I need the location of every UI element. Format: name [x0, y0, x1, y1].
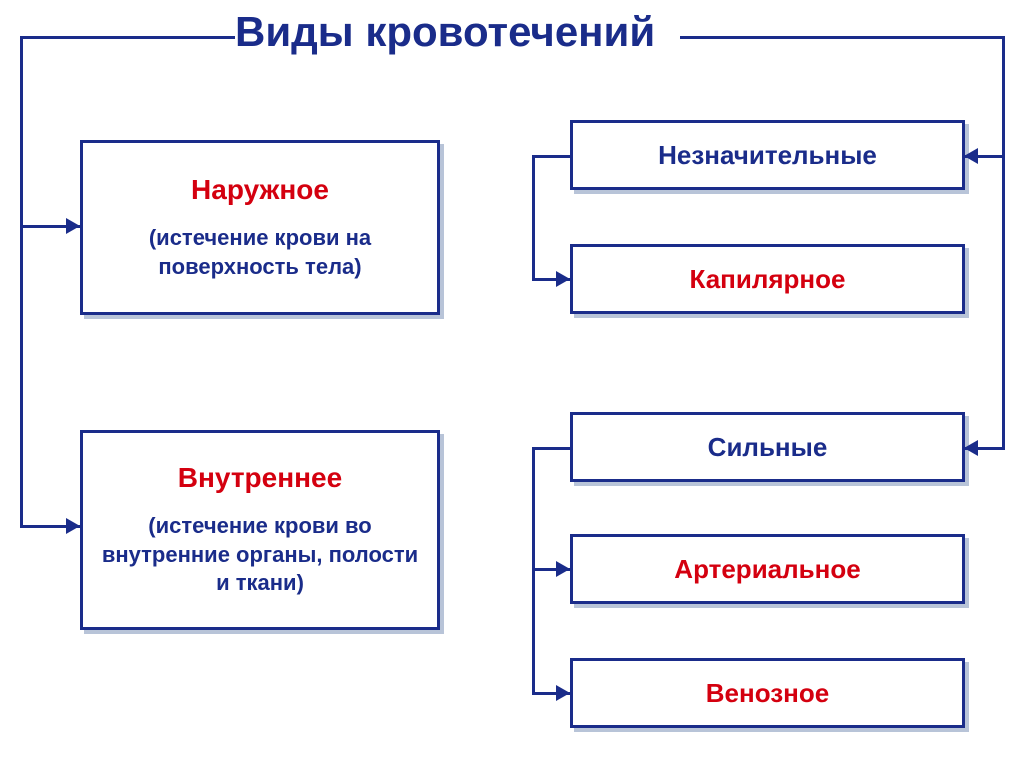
box-external: Наружное (истечение крови на поверхность…	[80, 140, 440, 315]
box-capillary-label: Капилярное	[690, 264, 846, 295]
connector-line	[20, 36, 235, 39]
connector-line	[532, 155, 570, 158]
box-internal-sub: (истечение крови во внутренние органы, п…	[95, 512, 425, 598]
box-severe-label: Сильные	[708, 432, 828, 463]
box-minor: Незначительные	[570, 120, 965, 190]
connector-line	[532, 447, 570, 450]
box-external-sub: (истечение крови на поверхность тела)	[95, 224, 425, 281]
box-arterial-label: Артериальное	[674, 554, 860, 585]
box-external-label: Наружное	[191, 174, 329, 206]
box-capillary: Капилярное	[570, 244, 965, 314]
diagram-title: Виды кровотечений	[235, 8, 655, 56]
arrow-head-icon	[556, 271, 570, 287]
box-internal: Внутреннее (истечение крови во внутренни…	[80, 430, 440, 630]
connector-line	[20, 36, 23, 526]
box-venous-label: Венозное	[706, 678, 829, 709]
box-minor-label: Незначительные	[658, 140, 877, 171]
box-severe: Сильные	[570, 412, 965, 482]
arrow-head-icon	[556, 685, 570, 701]
connector-line	[1002, 36, 1005, 447]
box-internal-label: Внутреннее	[178, 462, 342, 494]
arrow-head-icon	[66, 518, 80, 534]
arrow-head-icon	[556, 561, 570, 577]
arrow-head-icon	[964, 440, 978, 456]
box-venous: Венозное	[570, 658, 965, 728]
box-arterial: Артериальное	[570, 534, 965, 604]
arrow-head-icon	[964, 148, 978, 164]
connector-line	[680, 36, 1005, 39]
connector-line	[532, 155, 535, 278]
arrow-head-icon	[66, 218, 80, 234]
